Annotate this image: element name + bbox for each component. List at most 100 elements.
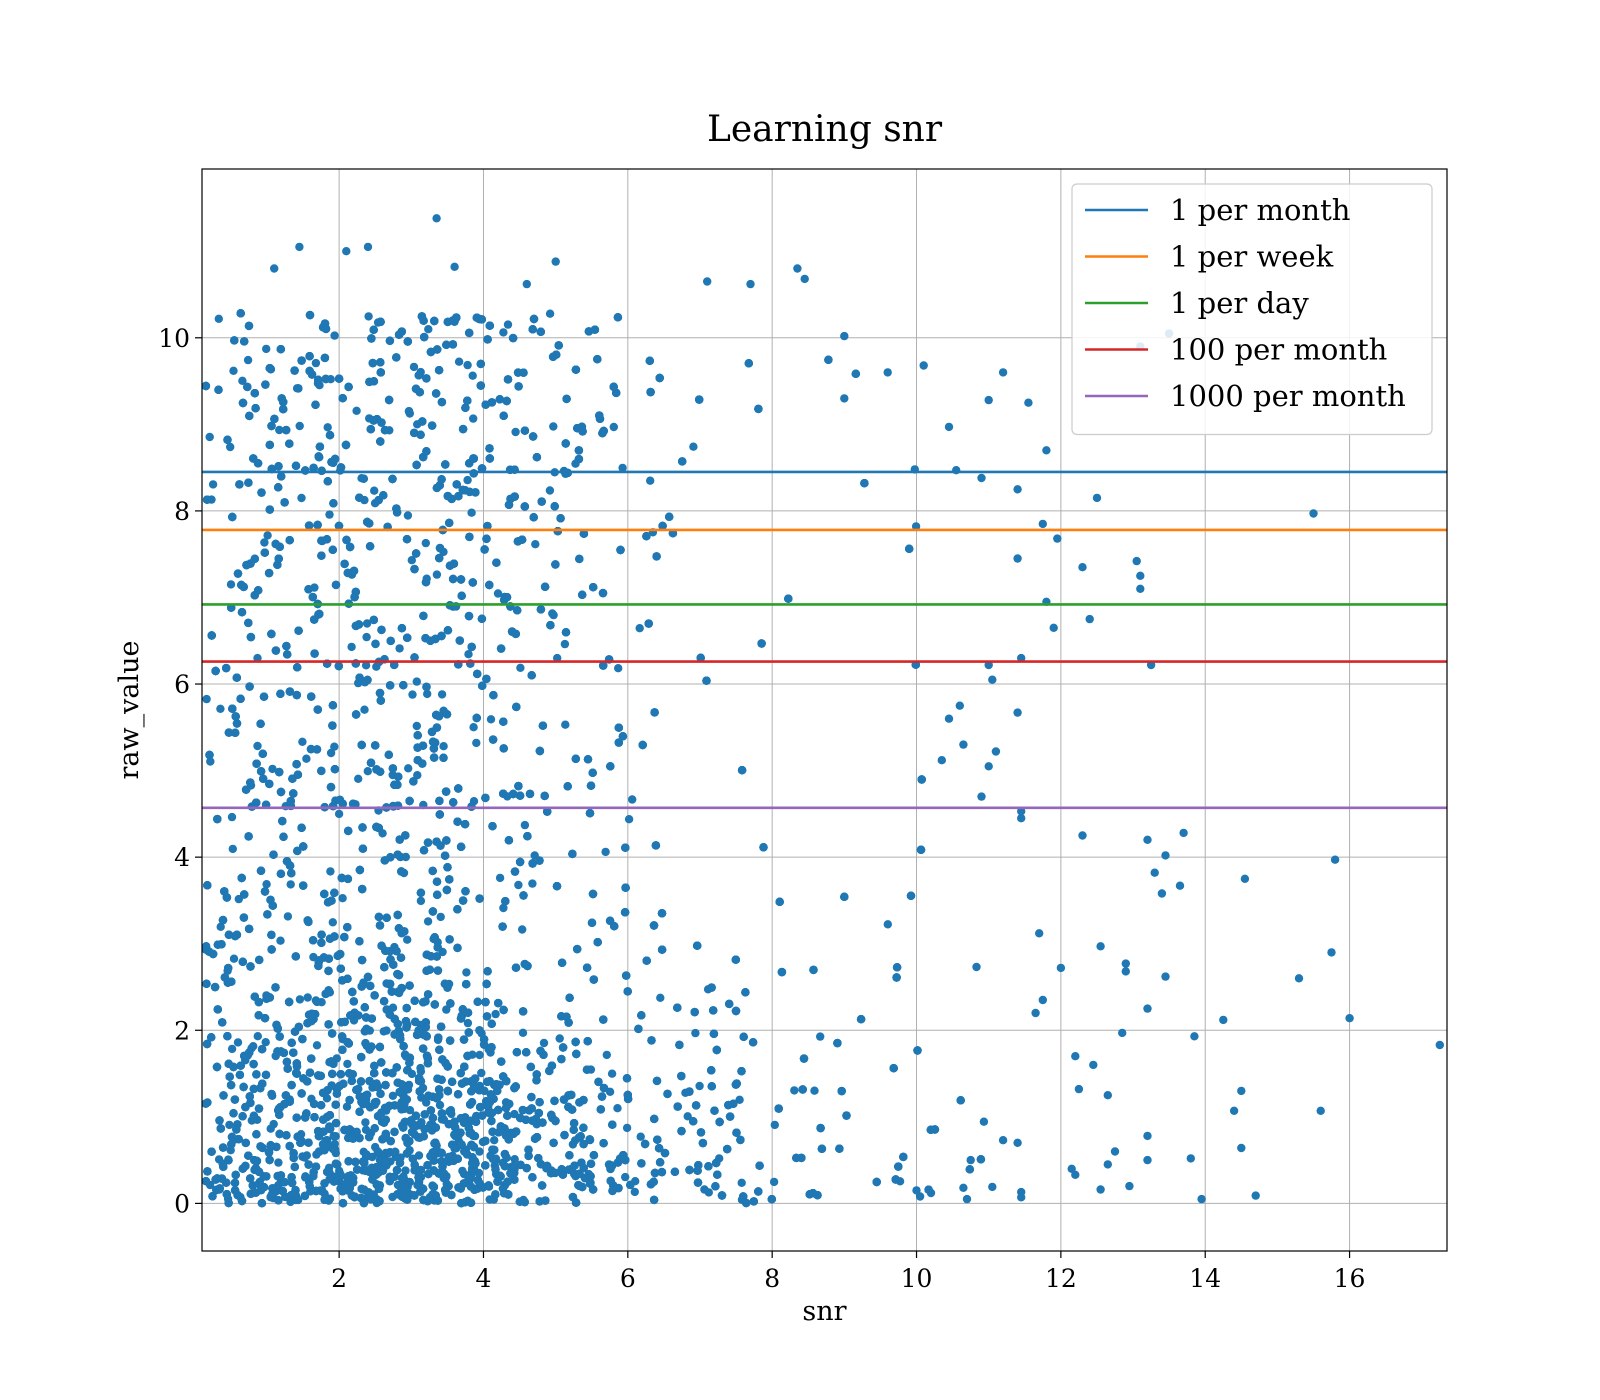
scatter-point	[370, 486, 379, 495]
scatter-point	[499, 903, 508, 913]
scatter-point	[302, 754, 311, 763]
scatter-point	[561, 720, 570, 729]
scatter-point	[323, 423, 332, 432]
scatter-point	[283, 912, 293, 921]
scatter-point	[325, 510, 334, 519]
scatter-point	[286, 880, 295, 889]
scatter-point	[363, 767, 372, 776]
scatter-point	[468, 371, 477, 380]
scatter-point	[413, 771, 422, 780]
scatter-point	[735, 1095, 744, 1105]
scatter-point	[298, 737, 307, 746]
scatter-point	[469, 414, 478, 423]
scatter-point	[342, 1102, 352, 1111]
scatter-point	[549, 422, 558, 431]
scatter-point	[609, 422, 618, 432]
scatter-point	[295, 995, 305, 1004]
scatter-point	[646, 476, 655, 485]
scatter-point	[352, 406, 361, 415]
scatter-point	[695, 1081, 704, 1091]
scatter-point	[499, 328, 508, 337]
scatter-point	[439, 742, 448, 751]
scatter-point	[503, 320, 513, 329]
scatter-point	[518, 1028, 528, 1038]
scatter-point	[516, 663, 525, 672]
scatter-point	[624, 815, 634, 824]
scatter-point	[628, 795, 637, 804]
scatter-point	[424, 325, 433, 334]
scatter-point	[238, 376, 247, 385]
scatter-point	[361, 661, 371, 670]
scatter-point	[229, 954, 239, 963]
scatter-point	[268, 764, 277, 774]
scatter-point	[276, 936, 285, 945]
scatter-point	[614, 664, 623, 673]
scatter-point	[490, 1136, 499, 1145]
scatter-point	[216, 704, 225, 713]
scatter-point	[613, 1104, 622, 1113]
scatter-point	[274, 1158, 283, 1167]
scatter-point	[266, 1124, 275, 1133]
scatter-point	[334, 809, 344, 819]
scatter-point	[228, 844, 237, 854]
scatter-point	[883, 920, 892, 929]
scatter-point	[621, 1172, 630, 1182]
scatter-point	[214, 314, 223, 323]
scatter-point	[770, 1120, 779, 1130]
scatter-point	[539, 1038, 549, 1048]
scatter-point	[361, 1125, 371, 1135]
scatter-point	[435, 1100, 445, 1110]
scatter-point	[689, 442, 698, 451]
scatter-point	[261, 1038, 270, 1047]
scatter-point	[437, 690, 447, 699]
scatter-point	[262, 880, 271, 889]
scatter-point	[691, 1028, 700, 1038]
scatter-point	[412, 721, 421, 731]
scatter-point	[769, 1177, 779, 1187]
scatter-point	[979, 1117, 989, 1126]
scatter-point	[364, 312, 373, 321]
scatter-point	[436, 912, 445, 922]
scatter-point	[553, 653, 562, 663]
scatter-point	[401, 1166, 410, 1175]
scatter-point	[297, 493, 306, 503]
scatter-point	[491, 1009, 500, 1019]
scatter-point	[360, 705, 369, 714]
scatter-point	[312, 1041, 322, 1050]
scatter-point	[303, 993, 312, 1002]
scatter-point	[477, 1068, 486, 1078]
scatter-point	[227, 812, 237, 822]
scatter-point	[354, 774, 363, 783]
scatter-point	[208, 480, 218, 489]
scatter-point	[630, 1187, 639, 1197]
scatter-point	[403, 511, 413, 520]
scatter-point	[548, 609, 557, 618]
scatter-point	[275, 425, 284, 435]
scatter-point	[463, 475, 472, 485]
scatter-point	[442, 1005, 451, 1014]
scatter-point	[416, 896, 426, 906]
scatter-point	[388, 1091, 398, 1101]
scatter-point	[347, 642, 356, 652]
scatter-point	[607, 1069, 617, 1078]
scatter-point	[423, 689, 432, 699]
scatter-point	[475, 1050, 484, 1060]
scatter-point	[518, 925, 527, 934]
scatter-point	[202, 694, 211, 704]
scatter-point	[403, 935, 412, 944]
scatter-point	[605, 1087, 615, 1097]
scatter-point	[972, 962, 981, 972]
scatter-point	[467, 508, 476, 517]
scatter-point	[601, 847, 610, 857]
scatter-point	[514, 880, 523, 890]
scatter-point	[737, 1178, 746, 1188]
scatter-point	[361, 1118, 370, 1127]
scatter-point	[407, 556, 416, 565]
scatter-point	[395, 644, 404, 653]
scatter-point	[636, 1132, 645, 1141]
scatter-point	[260, 538, 269, 547]
scatter-point	[683, 1112, 692, 1121]
scatter-point	[338, 894, 347, 903]
